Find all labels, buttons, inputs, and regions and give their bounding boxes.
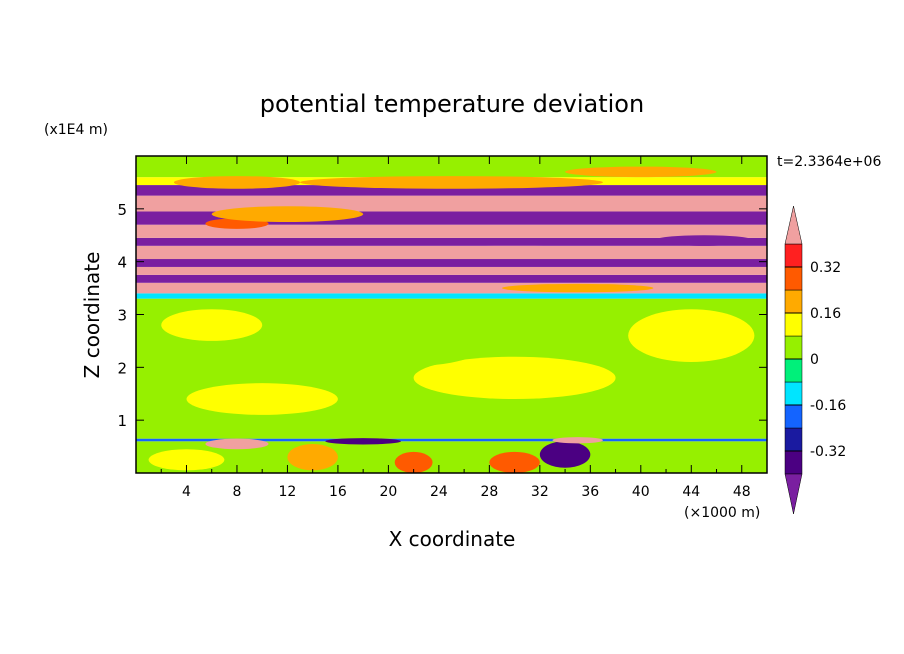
contour-patch [394, 451, 433, 473]
y-axis-title: Z coordinate [80, 252, 104, 379]
colorbar-arrow-top [784, 205, 803, 245]
y-tick-label: 4 [117, 254, 127, 272]
colorbar-tick-label: 0.16 [810, 306, 841, 322]
colorbar-tick-label: 0.32 [810, 260, 841, 276]
contour-patch [565, 166, 717, 178]
colorbar-box [784, 266, 803, 291]
contour-field [136, 156, 767, 473]
x-axis-ticks: 4 8 12 16 20 24 28 32 36 40 44 48 [160, 156, 751, 500]
contour-patch [211, 206, 364, 223]
contour-patches [148, 166, 755, 473]
colorbar-arrow-bottom [784, 473, 803, 515]
colorbar-tick-label: 0 [810, 352, 819, 368]
y-tick-label: 1 [117, 412, 127, 430]
colorbar-box [784, 404, 803, 429]
y-unit-label: (x1E4 m) [44, 122, 108, 138]
x-tick-label: 48 [733, 484, 751, 500]
contour-patch [300, 176, 603, 189]
contour-band [136, 293, 767, 299]
colorbar-box [784, 312, 803, 337]
x-tick-label: 24 [430, 484, 448, 500]
x-axis-title: X coordinate [389, 527, 516, 551]
contour-band [136, 237, 767, 246]
contour-patch [173, 176, 301, 189]
x-unit-label: (×1000 m) [684, 505, 760, 521]
colorbar-box [784, 450, 803, 475]
contour-patch [552, 437, 603, 444]
contour-band [136, 274, 767, 283]
colorbar-box [784, 243, 803, 268]
x-tick-label: 40 [632, 484, 650, 500]
contour-patch [287, 443, 338, 471]
contour-patch [413, 356, 616, 400]
contour-patch [205, 438, 269, 450]
contour-patch [628, 309, 755, 363]
contour-patch [539, 441, 591, 468]
x-tick-label: 4 [182, 484, 191, 500]
y-axis-ticks: 1 2 3 4 5 [117, 201, 767, 430]
contour-band [136, 185, 767, 196]
colorbar-tick-label: -0.16 [810, 398, 846, 414]
x-tick-label: 20 [379, 484, 397, 500]
contour-band [136, 438, 767, 442]
x-tick-label: 12 [279, 484, 297, 500]
contour-patch [489, 451, 540, 473]
contour-patch [413, 245, 616, 257]
colorbar-box [784, 289, 803, 314]
time-label: t=2.3364e+06 [777, 154, 881, 170]
contour-band [136, 282, 767, 294]
contour-patch [325, 438, 402, 445]
colorbar-box [784, 427, 803, 452]
chart-title: potential temperature deviation [260, 90, 644, 118]
contour-patch [161, 309, 263, 341]
x-tick-label: 8 [232, 484, 241, 500]
contour-patch [300, 335, 477, 368]
x-tick-label: 28 [480, 484, 498, 500]
colorbar-box [784, 335, 803, 360]
colorbar-box [784, 381, 803, 406]
contour-patch [501, 283, 654, 293]
y-tick-label: 2 [117, 359, 127, 377]
contour-patch [186, 383, 338, 415]
x-tick-label: 36 [581, 484, 599, 500]
y-tick-label: 5 [117, 201, 127, 219]
colorbar-tick-label: -0.32 [810, 444, 846, 460]
x-tick-label: 16 [329, 484, 347, 500]
x-tick-label: 44 [682, 484, 700, 500]
contour-band [136, 266, 767, 275]
contour-patch [653, 235, 755, 246]
contour-band [136, 224, 767, 238]
x-tick-label: 32 [531, 484, 549, 500]
colorbar-box [784, 358, 803, 383]
y-tick-label: 3 [117, 307, 127, 325]
contour-patch [148, 449, 225, 471]
contour-band [136, 259, 767, 267]
colorbar: -0.32 -0.16 0 0.16 0.32 [784, 205, 846, 515]
